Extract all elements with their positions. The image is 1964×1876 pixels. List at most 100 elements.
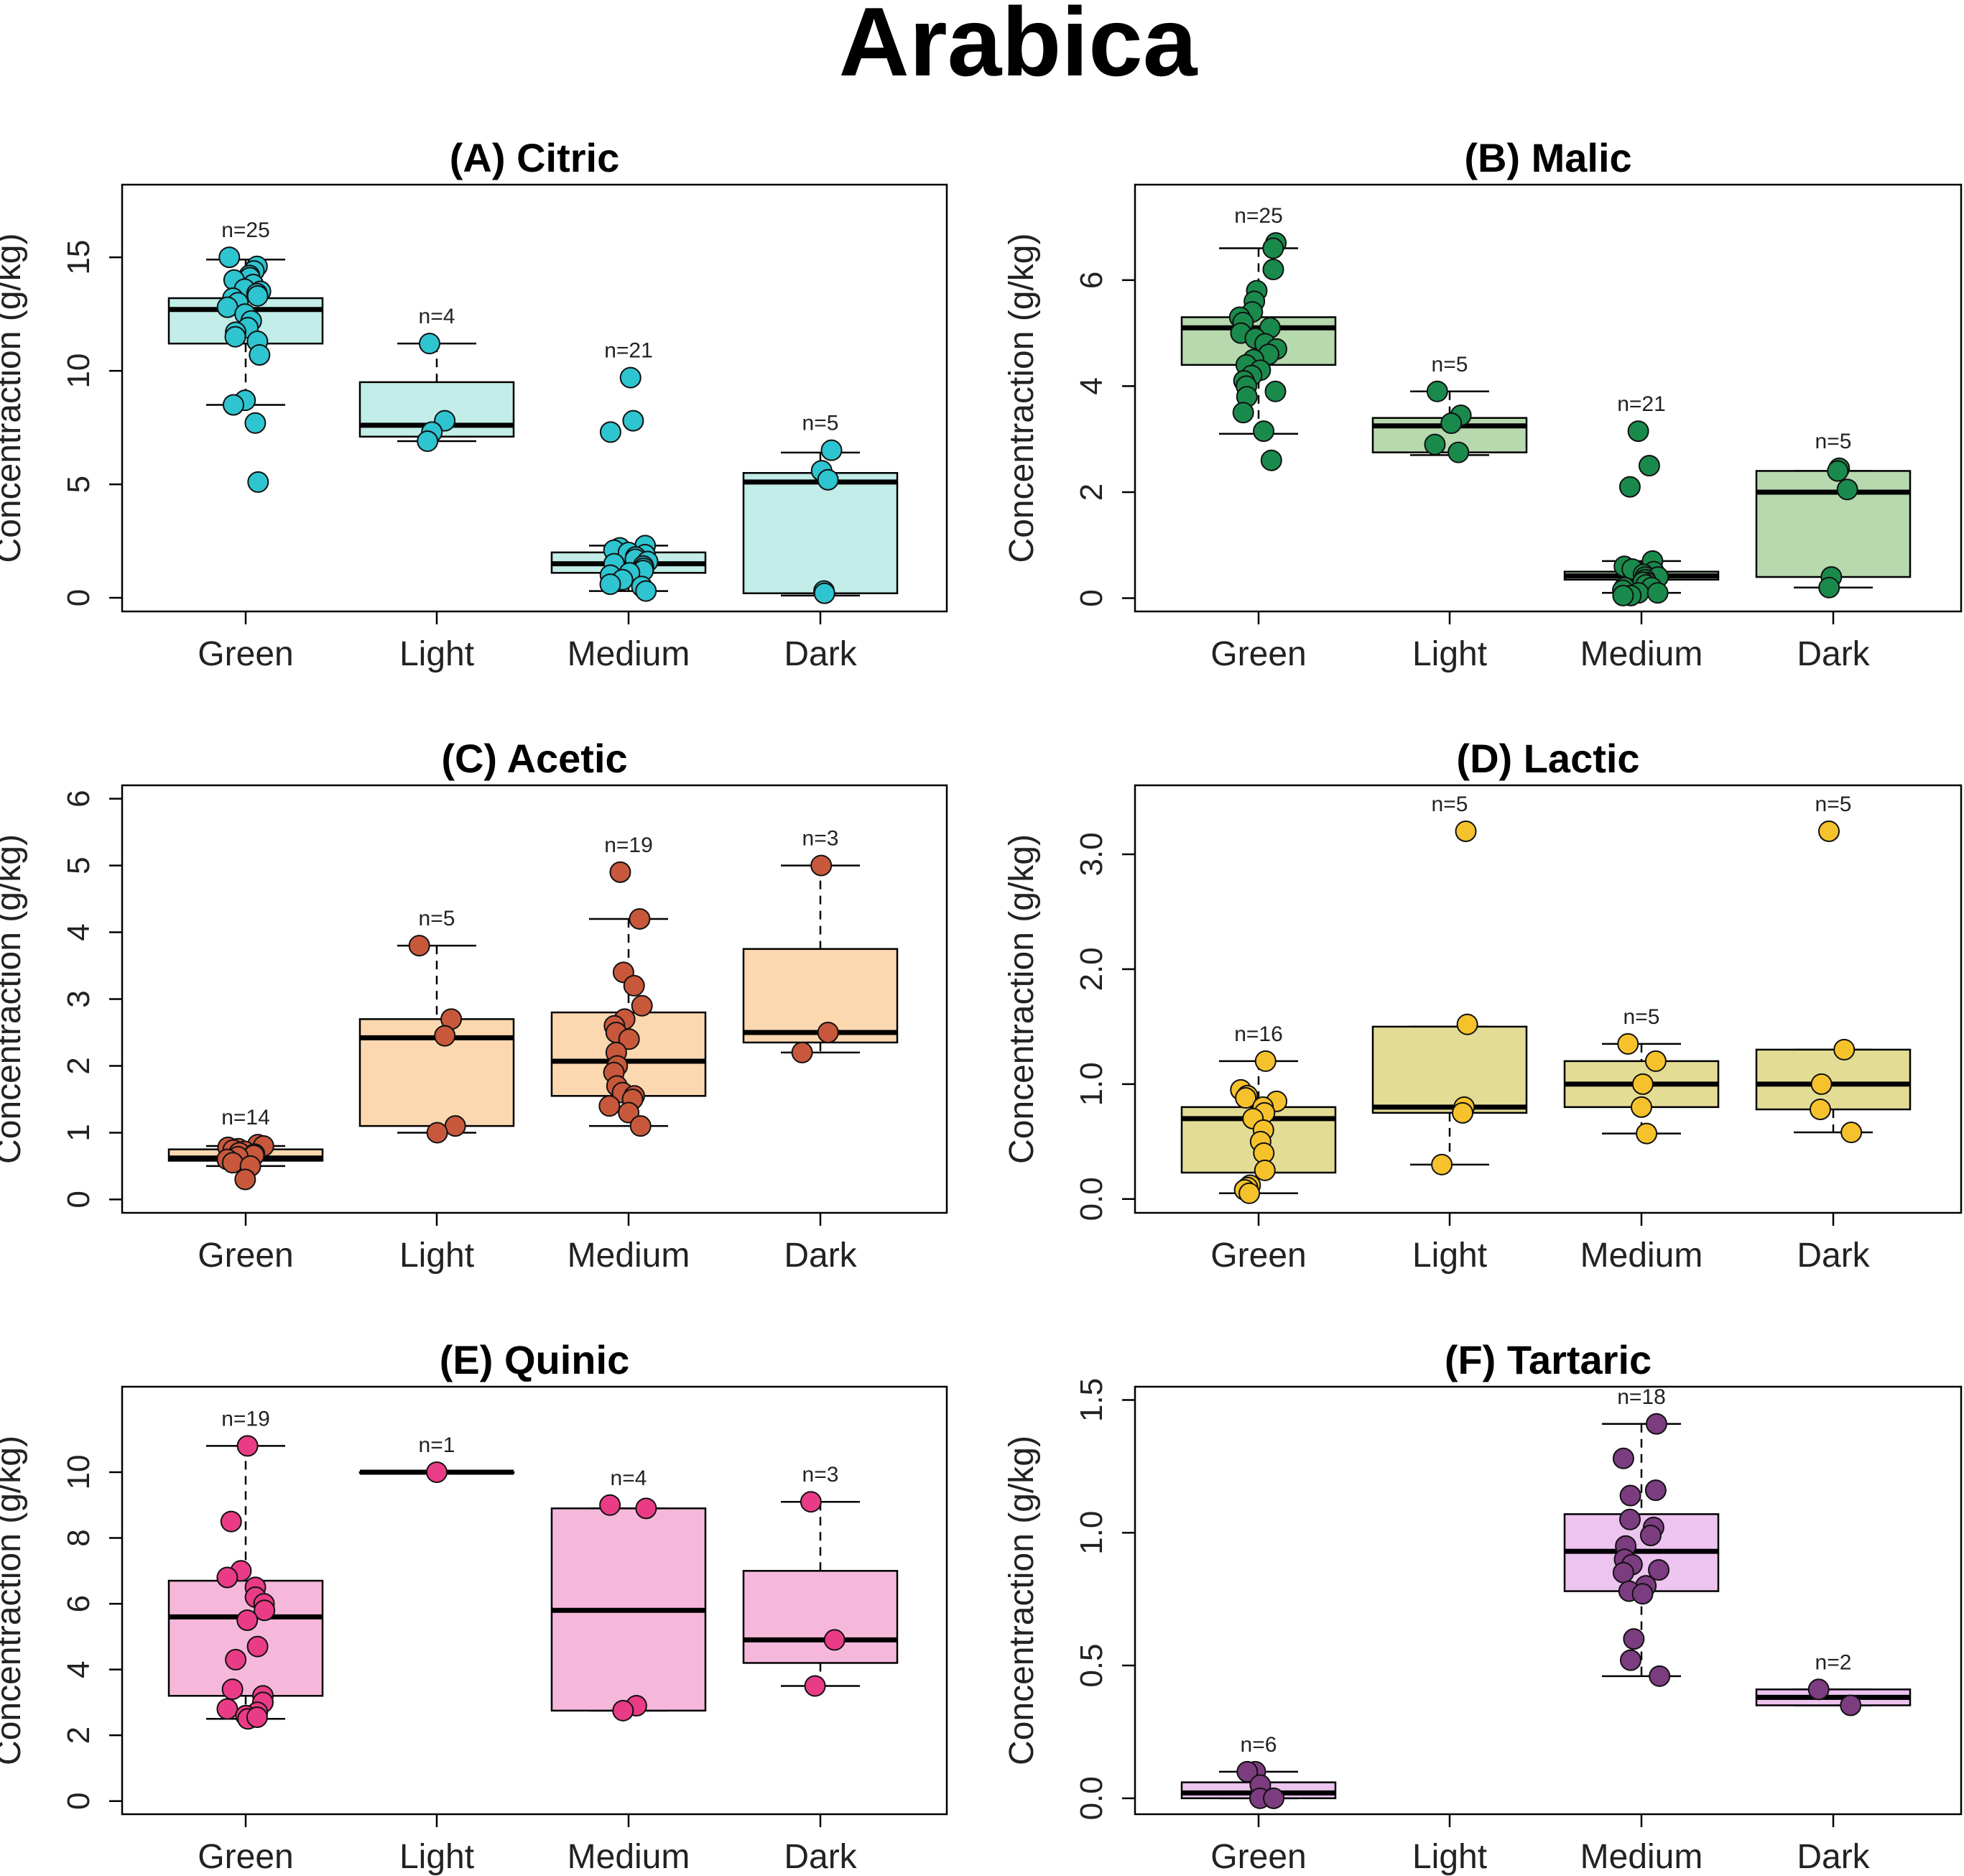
data-point — [1232, 402, 1254, 424]
data-point — [609, 861, 631, 883]
data-point — [1631, 1073, 1654, 1095]
sample-size-label: n=25 — [1234, 204, 1283, 228]
data-point — [1253, 420, 1275, 443]
plot-frame — [1134, 183, 1963, 613]
panel-title: (E) Quinic — [440, 1337, 629, 1382]
panel-title: (D) Lactic — [1456, 736, 1639, 781]
y-tick-label: 6 — [1074, 272, 1109, 289]
y-tick-label: 0.0 — [1074, 1776, 1109, 1820]
data-point — [1636, 1122, 1658, 1145]
y-tick-label: 4 — [1074, 377, 1109, 394]
group-light: Light n=5 — [1371, 353, 1528, 673]
y-axis-label: Concentraction (g/kg) — [1003, 234, 1041, 563]
data-point — [1262, 259, 1284, 281]
plot-frame — [1134, 1385, 1963, 1816]
sample-size-label: n=14 — [221, 1106, 270, 1129]
y-tick-label: 5 — [61, 476, 96, 493]
y-axis-label: Concentraction (g/kg) — [0, 1436, 28, 1765]
data-point — [1452, 1101, 1474, 1124]
y-tick-label: 4 — [61, 923, 96, 941]
data-point — [1827, 460, 1849, 482]
data-point — [1238, 1182, 1261, 1204]
sample-size-label: n=19 — [604, 833, 653, 857]
x-tick-label: Light — [399, 635, 474, 673]
y-tick-label: 10 — [61, 1455, 96, 1490]
data-point — [612, 1699, 634, 1722]
iqr-box — [1755, 470, 1912, 578]
data-point — [1833, 1038, 1856, 1061]
sample-size-label: n=5 — [1815, 430, 1852, 453]
group-green: Green n=19 — [167, 1407, 324, 1876]
y-tick-label: 0 — [61, 1792, 96, 1809]
data-point — [1627, 420, 1649, 443]
y-tick-label: 15 — [61, 240, 96, 275]
iqr-box — [1755, 1048, 1912, 1111]
data-point — [1649, 1665, 1671, 1687]
group-dark: Dark n=3 — [742, 827, 899, 1275]
data-point — [244, 412, 267, 434]
x-tick-label: Medium — [568, 1237, 690, 1275]
data-point — [1254, 1159, 1276, 1181]
data-point — [1426, 380, 1448, 402]
x-tick-label: Green — [1210, 1237, 1306, 1275]
y-tick-label: 2.0 — [1074, 947, 1109, 991]
sample-size-label: n=5 — [1432, 793, 1468, 816]
data-point — [216, 1698, 238, 1720]
data-point — [418, 333, 440, 355]
data-point — [1254, 1050, 1277, 1072]
data-point — [1455, 820, 1477, 842]
y-axis-label: Concentraction (g/kg) — [1003, 834, 1041, 1164]
data-point — [1617, 1032, 1639, 1055]
x-tick-label: Light — [399, 1838, 474, 1876]
data-point — [629, 1115, 652, 1137]
y-axis-label: Concentraction (g/kg) — [1003, 1436, 1041, 1765]
group-medium: Medium n=18 — [1563, 1385, 1720, 1876]
data-point — [224, 325, 246, 348]
group-green: Green n=25 — [167, 218, 324, 673]
plot-frame — [121, 183, 948, 613]
data-point — [810, 854, 833, 877]
group-light: Light n=5 — [1371, 793, 1528, 1275]
panel-E: (E) Quinic Concentraction (g/kg) 0 2 4 6 8 10 Gr… — [0, 1337, 948, 1876]
data-point — [1630, 1096, 1652, 1118]
sample-size-label: n=4 — [419, 305, 455, 328]
sample-size-label: n=5 — [802, 412, 839, 435]
data-point — [1644, 1050, 1667, 1072]
data-point — [622, 410, 644, 432]
x-tick-label: Dark — [784, 1237, 857, 1275]
data-point — [220, 1510, 242, 1533]
data-point — [1809, 1099, 1831, 1121]
panel-title: (F) Tartaric — [1445, 1337, 1652, 1382]
panel-title: (A) Citric — [450, 135, 619, 180]
y-tick-label: 0.0 — [1074, 1177, 1109, 1221]
x-tick-label: Dark — [1797, 1838, 1870, 1876]
data-point — [246, 1706, 268, 1728]
x-tick-label: Green — [1210, 635, 1306, 673]
x-tick-label: Dark — [1797, 635, 1870, 673]
data-point — [1807, 1678, 1830, 1701]
data-point — [598, 1095, 621, 1117]
data-point — [426, 1122, 448, 1144]
data-point — [236, 1435, 259, 1457]
data-point — [1645, 1413, 1667, 1435]
y-tick-label: 5 — [61, 856, 96, 874]
y-tick-label: 3.0 — [1074, 832, 1109, 876]
data-point — [1424, 433, 1446, 456]
group-dark: Dark n=3 — [742, 1463, 899, 1876]
x-tick-label: Light — [1412, 1237, 1487, 1275]
x-tick-label: Medium — [568, 635, 690, 673]
panel-title: (C) Acetic — [441, 736, 627, 781]
data-point — [1612, 1561, 1634, 1584]
data-point — [1836, 479, 1858, 501]
group-green: Green n=14 — [167, 1106, 324, 1275]
sample-size-label: n=18 — [1617, 1385, 1666, 1409]
data-point — [1619, 1484, 1641, 1507]
plot-frame — [1134, 784, 1963, 1214]
sample-size-label: n=19 — [221, 1407, 270, 1431]
group-dark: Dark n=5 — [1755, 793, 1912, 1275]
data-point — [817, 468, 839, 491]
y-tick-label: 1.0 — [1074, 1511, 1109, 1555]
group-dark: Dark n=5 — [742, 412, 899, 673]
sample-size-label: n=21 — [604, 339, 653, 363]
group-light: Light — [1412, 1814, 1487, 1876]
